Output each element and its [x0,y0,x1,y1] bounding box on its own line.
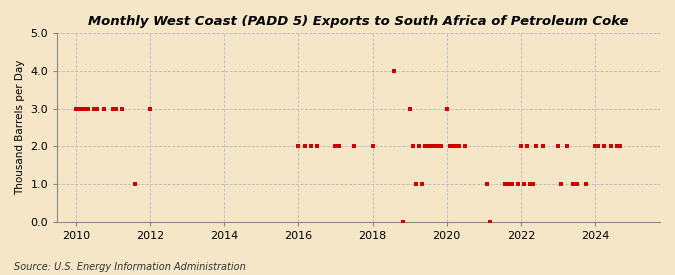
Point [348,144,359,148]
Point [426,144,437,148]
Point [506,182,517,186]
Point [432,144,443,148]
Title: Monthly West Coast (PADD 5) Exports to South Africa of Petroleum Coke: Monthly West Coast (PADD 5) Exports to S… [88,15,629,28]
Point [553,144,564,148]
Point [444,144,455,148]
Point [423,144,433,148]
Point [312,144,323,148]
Point [107,106,118,111]
Point [293,144,304,148]
Point [614,144,625,148]
Text: Source: U.S. Energy Information Administration: Source: U.S. Energy Information Administ… [14,262,245,272]
Point [537,144,548,148]
Y-axis label: Thousand Barrels per Day: Thousand Barrels per Day [15,60,25,195]
Point [531,144,542,148]
Point [305,144,316,148]
Point [562,144,572,148]
Point [590,144,601,148]
Point [481,182,492,186]
Point [407,144,418,148]
Point [500,182,511,186]
Point [89,106,100,111]
Point [556,182,566,186]
Point [512,182,523,186]
Point [129,182,140,186]
Point [367,144,378,148]
Point [503,182,514,186]
Point [398,219,409,224]
Point [518,182,529,186]
Point [80,106,90,111]
Point [460,144,470,148]
Point [99,106,109,111]
Point [605,144,616,148]
Point [593,144,603,148]
Point [410,182,421,186]
Point [333,144,344,148]
Point [435,144,446,148]
Point [92,106,103,111]
Point [77,106,88,111]
Point [448,144,458,148]
Point [404,106,415,111]
Point [111,106,122,111]
Point [70,106,81,111]
Point [416,182,427,186]
Point [144,106,155,111]
Point [429,144,440,148]
Point [83,106,94,111]
Point [485,219,495,224]
Point [74,106,84,111]
Point [299,144,310,148]
Point [522,144,533,148]
Point [454,144,464,148]
Point [524,182,535,186]
Point [571,182,582,186]
Point [451,144,462,148]
Point [568,182,579,186]
Point [580,182,591,186]
Point [420,144,431,148]
Point [117,106,128,111]
Point [414,144,425,148]
Point [441,106,452,111]
Point [516,144,526,148]
Point [330,144,341,148]
Point [612,144,622,148]
Point [599,144,610,148]
Point [528,182,539,186]
Point [389,69,400,73]
